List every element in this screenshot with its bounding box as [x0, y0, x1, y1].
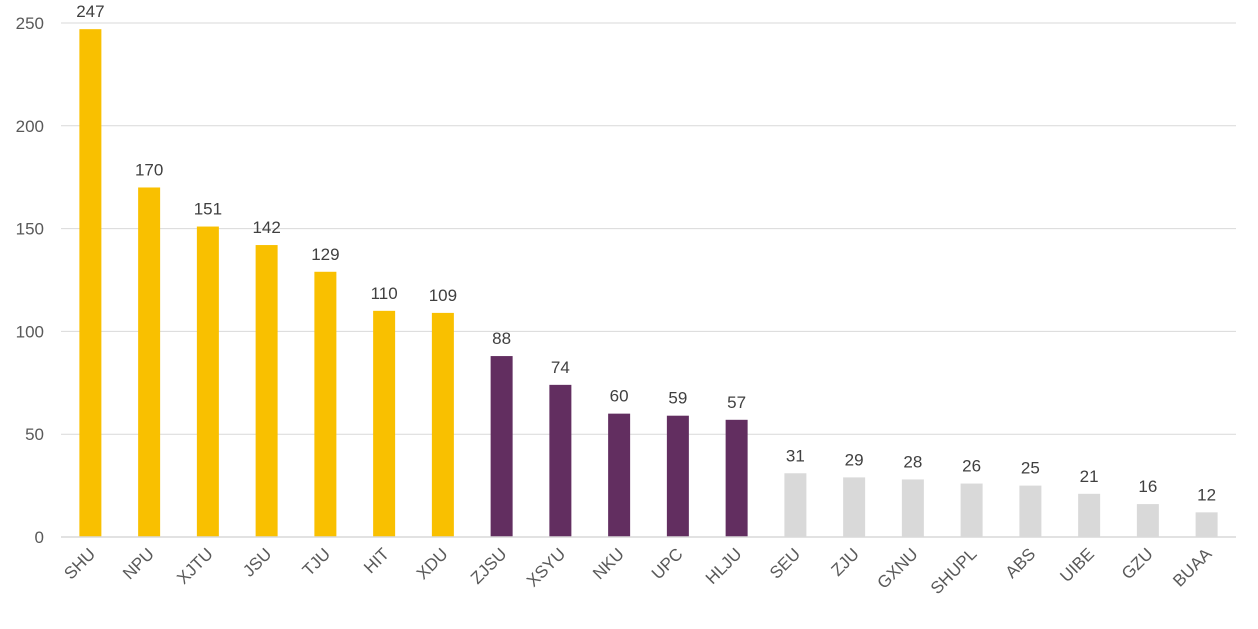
data-label: 28 — [903, 452, 922, 471]
data-label: 88 — [492, 329, 511, 348]
y-tick-label: 150 — [16, 220, 44, 239]
bar-tju — [314, 271, 337, 537]
x-tick-label: HLJU — [702, 544, 745, 587]
bar-zjsu — [490, 356, 513, 537]
x-tick-label: XSYU — [523, 544, 569, 590]
bar-hlju — [725, 419, 748, 537]
data-label: 25 — [1021, 459, 1040, 478]
bar-shupl — [960, 483, 983, 537]
data-label: 109 — [429, 286, 457, 305]
data-label: 12 — [1197, 485, 1216, 504]
x-tick-label: SHU — [60, 544, 99, 583]
bar-xdu — [431, 312, 454, 537]
x-tick-label: NKU — [589, 544, 628, 583]
bar-buaa — [1195, 512, 1218, 537]
x-tick-label: NPU — [119, 544, 158, 583]
data-label: 129 — [311, 245, 339, 264]
y-tick-label: 250 — [16, 14, 44, 33]
y-tick-label: 50 — [25, 425, 44, 444]
bar-xsyu — [549, 384, 572, 537]
bar-gxnu — [901, 479, 924, 537]
y-tick-label: 100 — [16, 322, 44, 341]
data-label: 21 — [1080, 467, 1099, 486]
data-label: 60 — [610, 387, 629, 406]
x-tick-label: TJU — [299, 544, 334, 579]
data-label: 110 — [371, 284, 398, 303]
bar-gzu — [1136, 504, 1159, 537]
x-tick-label: GXNU — [874, 544, 922, 592]
x-tick-label: XDU — [413, 544, 452, 583]
bar-nku — [608, 413, 631, 537]
data-label: 59 — [668, 389, 687, 408]
bar-upc — [666, 415, 689, 537]
data-label: 26 — [962, 457, 981, 476]
bar-uibe — [1078, 493, 1101, 537]
bar-npu — [138, 187, 161, 538]
x-tick-label: ZJSU — [467, 544, 510, 587]
x-tick-label: HIT — [360, 544, 393, 577]
data-label: 29 — [845, 450, 864, 469]
y-tick-label: 0 — [35, 528, 44, 547]
data-label: 170 — [135, 160, 163, 179]
data-label: 74 — [551, 358, 570, 377]
data-label: 151 — [194, 200, 222, 219]
bar-shu — [79, 29, 102, 537]
x-tick-label: SEU — [766, 544, 804, 582]
data-label: 142 — [252, 218, 280, 237]
y-tick-label: 200 — [16, 117, 44, 136]
bar-zju — [843, 477, 866, 537]
data-label: 247 — [76, 2, 104, 21]
bar-seu — [784, 473, 807, 537]
x-tick-label: ZJU — [827, 544, 862, 579]
x-tick-label: ABS — [1002, 544, 1039, 581]
bar-jsu — [255, 245, 278, 537]
x-tick-label: SHUPL — [927, 544, 981, 598]
bar-hit — [373, 310, 396, 537]
x-tick-label: BUAA — [1169, 544, 1216, 591]
x-tick-label: JSU — [239, 544, 275, 580]
bar-abs — [1019, 485, 1042, 537]
x-tick-label: GZU — [1118, 544, 1157, 583]
x-tick-label: XJTU — [173, 544, 216, 587]
data-label: 31 — [786, 446, 805, 465]
x-tick-label: UPC — [648, 544, 687, 583]
x-tick-label: UIBE — [1056, 544, 1097, 585]
data-label: 16 — [1138, 477, 1157, 496]
data-label: 57 — [727, 393, 746, 412]
bar-xjtu — [196, 226, 219, 537]
